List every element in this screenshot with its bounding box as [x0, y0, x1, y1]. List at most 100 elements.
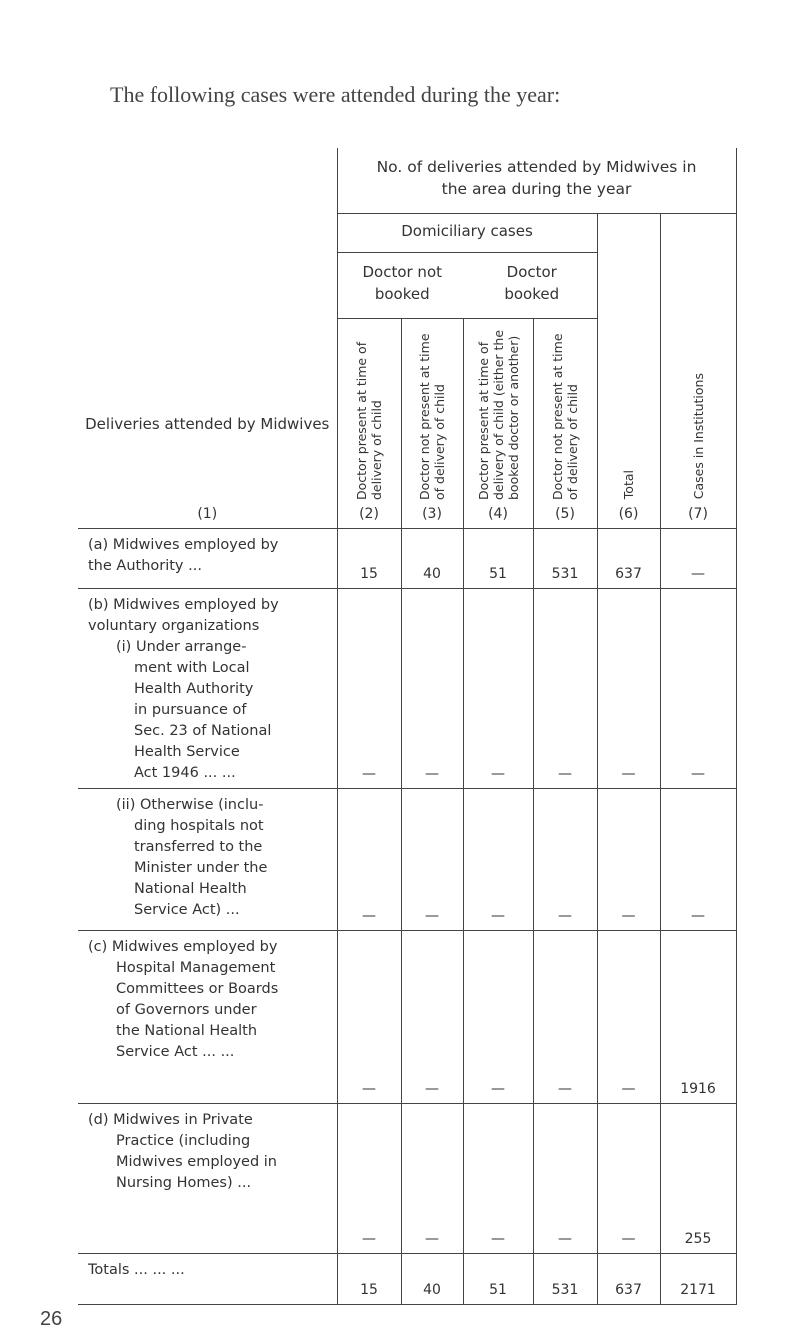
cell-value: —: [659, 587, 737, 789]
cell-value: 40: [400, 527, 464, 589]
row-label-line: the Authority ...: [88, 557, 202, 574]
row-label-line: (d) Midwives in Private: [88, 1111, 253, 1128]
row-label-line: Health Service: [134, 743, 240, 760]
cell-value: —: [400, 787, 464, 931]
row-label-line: Midwives employed in: [116, 1153, 277, 1170]
booking-header: Doctor not booked Doctor booked: [336, 251, 598, 319]
col-num: (2): [359, 505, 379, 522]
cell-value: 1916: [659, 929, 737, 1104]
table-row: (b) Midwives employed by voluntary organi…: [78, 587, 737, 789]
cell-value: —: [336, 587, 402, 789]
row-label-title: Deliveries attended by Midwives: [85, 414, 330, 433]
table-row: (d) Midwives in Private Practice (includi…: [78, 1102, 737, 1254]
cell-value: —: [462, 1102, 534, 1254]
cell-value: —: [596, 1102, 661, 1254]
row-label-line: (c) Midwives employed by: [88, 938, 278, 955]
col-num: (3): [422, 505, 442, 522]
cell-value: 40: [400, 1252, 464, 1305]
col-header-3: Doctor not present at time of delivery o…: [400, 317, 464, 529]
cell-value: 51: [462, 1252, 534, 1305]
caption: The following cases were attended during…: [110, 82, 561, 107]
col-header-5: Doctor not present at time of delivery o…: [532, 317, 598, 529]
domiciliary-header: Domiciliary cases: [336, 212, 598, 253]
cell-value: 637: [596, 527, 661, 589]
row-label-line: Minister under the: [134, 859, 268, 876]
col-header-6: Total (6): [596, 212, 661, 529]
cell-value: —: [532, 787, 598, 931]
cell-value: —: [532, 1102, 598, 1254]
col-text: Total: [621, 470, 636, 500]
cell-value: —: [596, 587, 661, 789]
cell-value: —: [532, 587, 598, 789]
cell-value: —: [596, 929, 661, 1104]
col-num: (1): [197, 505, 218, 522]
cell-value: —: [400, 587, 464, 789]
cell-value: —: [462, 587, 534, 789]
row-label-line: voluntary organizations: [88, 617, 260, 634]
col-num: (4): [488, 505, 508, 522]
col-text: Doctor present at time of delivery of ch…: [475, 329, 521, 500]
cell-value: —: [659, 527, 737, 589]
cell-value: —: [462, 929, 534, 1104]
cell-value: 531: [532, 1252, 598, 1305]
cell-value: 637: [596, 1252, 661, 1305]
cell-value: —: [400, 929, 464, 1104]
table-row: (a) Midwives employed by the Authority ..…: [78, 527, 737, 589]
row-label-line: National Health: [134, 880, 247, 897]
deliveries-table: Deliveries attended by Midwives (1) No. …: [78, 148, 737, 1305]
col-text: Cases in Institutions: [690, 373, 706, 500]
row-label-line: Committees or Boards: [116, 980, 279, 997]
cell-value: —: [596, 787, 661, 931]
row-label-line: transferred to the: [134, 838, 263, 855]
col-header-2: Doctor present at time of delivery of ch…: [336, 317, 402, 529]
col-header-7: Cases in Institutions (7): [659, 212, 737, 529]
row-label-line: (ii) Otherwise (inclu-: [116, 796, 264, 813]
cell-value: 15: [336, 1252, 402, 1305]
not-booked-header: Doctor not booked: [362, 262, 443, 303]
cell-value: —: [336, 1102, 402, 1254]
row-label-header: Deliveries attended by Midwives (1): [78, 148, 338, 529]
row-label: (ii) Otherwise (inclu-ding hospitals not…: [78, 787, 338, 931]
col-header-4: Doctor present at time of delivery of ch…: [462, 317, 534, 529]
col-num: (7): [688, 505, 708, 522]
col-num: (5): [555, 505, 575, 522]
row-label-line: Act 1946 ... ...: [134, 764, 236, 781]
row-label-line: the National Health: [116, 1022, 258, 1039]
cell-value: 15: [336, 527, 402, 589]
row-label: Totals ... ... ...: [78, 1252, 338, 1305]
booked-header: Doctor booked: [504, 262, 560, 303]
row-label: (d) Midwives in Private Practice (includi…: [78, 1102, 338, 1254]
row-label: (c) Midwives employed by Hospital Managem…: [78, 929, 338, 1104]
cell-value: 255: [659, 1102, 737, 1254]
cell-value: —: [400, 1102, 464, 1254]
table-row: (ii) Otherwise (inclu-ding hospitals not…: [78, 787, 737, 931]
page-number: 26: [40, 1308, 63, 1330]
cell-value: —: [532, 929, 598, 1104]
row-label-line: Totals ... ... ...: [88, 1261, 185, 1278]
row-label-line: (b) Midwives employed by: [88, 596, 279, 613]
row-label-line: Sec. 23 of National: [134, 722, 272, 739]
row-label-line: Health Authority: [134, 680, 254, 697]
cell-value: 531: [532, 527, 598, 589]
row-label: (a) Midwives employed by the Authority ..…: [78, 527, 338, 589]
table-row: Totals ... ... ... 15 40 51 531 637 2171: [78, 1252, 737, 1305]
col-text: Doctor not present at time of delivery o…: [550, 332, 580, 500]
row-label-line: (a) Midwives employed by: [88, 536, 279, 553]
row-label-line: Service Act) ...: [134, 901, 240, 918]
cell-value: —: [659, 787, 737, 931]
row-label-line: ment with Local: [134, 659, 250, 676]
col-num: (6): [618, 505, 639, 522]
top-header: No. of deliveries attended by Midwives i…: [336, 148, 737, 214]
cell-value: —: [336, 787, 402, 931]
row-label-line: Hospital Management: [116, 959, 276, 976]
row-label-line: Practice (including: [116, 1132, 251, 1149]
cell-value: —: [462, 787, 534, 931]
col-text: Doctor not present at time of delivery o…: [417, 332, 447, 500]
row-label-line: ding hospitals not: [134, 817, 264, 834]
cell-value: —: [336, 929, 402, 1104]
row-label-line: (i) Under arrange-: [116, 638, 247, 655]
row-label-line: Nursing Homes) ...: [116, 1174, 252, 1191]
col-text: Doctor present at time of delivery of ch…: [354, 341, 384, 500]
table-row: (c) Midwives employed by Hospital Managem…: [78, 929, 737, 1104]
row-label-line: Service Act ... ...: [116, 1043, 235, 1060]
